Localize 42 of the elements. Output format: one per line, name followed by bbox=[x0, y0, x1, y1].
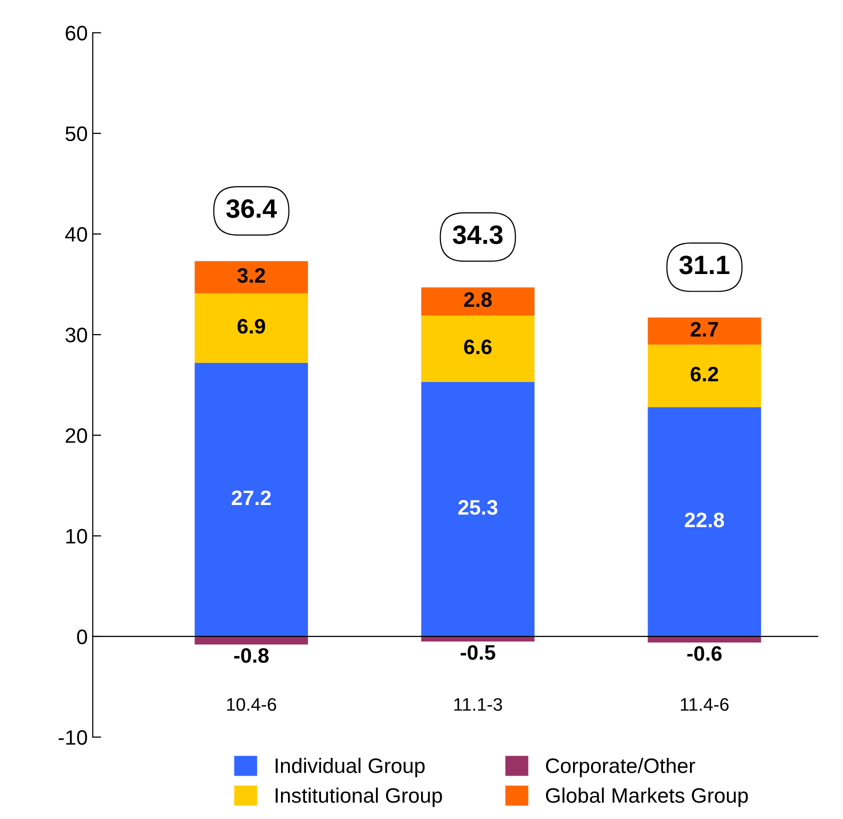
x-tick-label: 11.1-3 bbox=[454, 698, 502, 711]
data-label: -0.5 bbox=[460, 645, 496, 660]
y-tick-label: 0 bbox=[77, 629, 88, 644]
y-tick-label: 30 bbox=[65, 328, 88, 342]
legend-label: Global Markets Group bbox=[546, 788, 748, 807]
bar bbox=[648, 318, 762, 345]
y-tick-label: 50 bbox=[66, 126, 88, 142]
x-tick-label: 11.4-6 bbox=[680, 698, 729, 711]
bar bbox=[194, 261, 308, 294]
data-label: 6.2 bbox=[690, 366, 718, 382]
data-label: 3.2 bbox=[237, 268, 265, 283]
y-tick-label: 20 bbox=[66, 428, 88, 443]
data-label: 22.8 bbox=[684, 512, 724, 528]
bar bbox=[194, 636, 308, 645]
data-label: 6.6 bbox=[464, 340, 492, 354]
y-tick-label: -10 bbox=[58, 730, 88, 745]
x-tick-label: 10.4-6 bbox=[227, 698, 276, 711]
bar bbox=[421, 382, 535, 636]
bar bbox=[421, 636, 535, 642]
bar bbox=[194, 362, 308, 636]
bar bbox=[648, 407, 762, 636]
total-label: 31.1 bbox=[679, 256, 730, 274]
legend-label: Institutional Group bbox=[276, 788, 442, 807]
y-tick-label: 40 bbox=[65, 227, 88, 242]
data-label: 6.9 bbox=[238, 318, 266, 334]
bar bbox=[648, 344, 762, 408]
total-label: 36.4 bbox=[226, 199, 277, 218]
bar bbox=[648, 636, 762, 643]
legend-label: Corporate/Other bbox=[546, 758, 696, 778]
bar bbox=[421, 287, 535, 316]
bar bbox=[421, 316, 535, 382]
data-label: 25.3 bbox=[458, 500, 498, 515]
data-label: -0.6 bbox=[687, 646, 722, 661]
data-label: 2.8 bbox=[464, 292, 492, 308]
legend-label: Individual Group bbox=[276, 758, 425, 778]
data-label: 27.2 bbox=[232, 490, 271, 506]
y-tick-label: 10 bbox=[66, 528, 88, 544]
y-tick-label: 60 bbox=[66, 26, 88, 41]
data-label: -0.8 bbox=[234, 648, 269, 663]
total-label: 34.3 bbox=[452, 225, 503, 244]
data-label: 2.7 bbox=[690, 322, 718, 336]
bar bbox=[194, 293, 308, 363]
